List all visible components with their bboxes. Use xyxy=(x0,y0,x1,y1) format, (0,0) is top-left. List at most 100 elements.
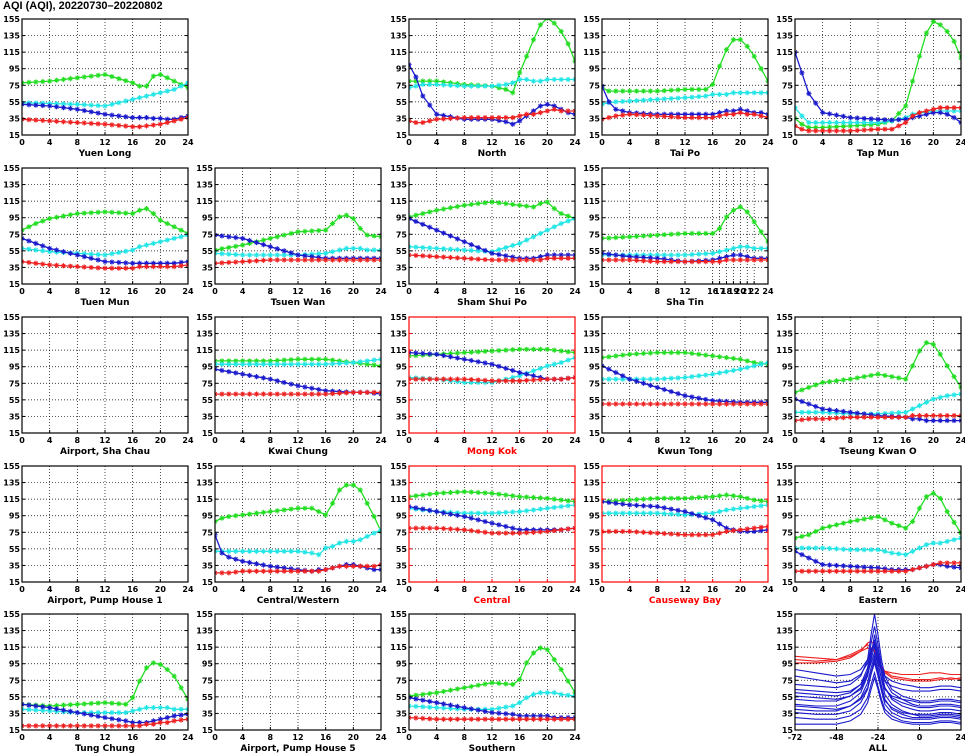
data-point-blue xyxy=(440,112,447,119)
data-point-cyan xyxy=(288,361,294,367)
data-point-blue xyxy=(136,719,143,726)
data-point-red xyxy=(157,719,163,726)
data-point-blue xyxy=(40,102,46,109)
series-line-green xyxy=(602,39,768,92)
series-line-blue xyxy=(795,641,961,689)
data-point-red xyxy=(903,568,909,574)
data-point-green xyxy=(744,209,750,215)
data-point-red xyxy=(875,126,881,132)
data-point-red xyxy=(737,527,743,533)
data-point-cyan xyxy=(551,224,557,230)
series-group xyxy=(215,356,381,397)
data-point-cyan xyxy=(820,545,826,551)
y-tick-label: 35 xyxy=(202,412,214,421)
data-point-red xyxy=(336,390,343,396)
x-tick-label: 20 xyxy=(348,436,360,445)
data-point-green xyxy=(558,210,564,217)
data-point-green xyxy=(447,350,454,357)
data-point-red xyxy=(854,414,860,420)
data-point-cyan xyxy=(95,251,101,258)
x-tick-label: 24 xyxy=(762,138,774,147)
data-point-cyan xyxy=(130,247,136,253)
data-point-blue xyxy=(496,117,502,124)
data-point-cyan xyxy=(944,393,950,399)
data-point-blue xyxy=(675,507,681,513)
data-point-red xyxy=(647,530,654,536)
data-point-green xyxy=(281,232,287,238)
data-point-cyan xyxy=(544,227,550,233)
data-point-red xyxy=(647,401,654,407)
data-point-cyan xyxy=(109,710,115,716)
data-point-cyan xyxy=(675,95,681,101)
data-point-red xyxy=(826,128,833,134)
data-point-blue xyxy=(233,370,239,376)
data-point-blue xyxy=(130,719,136,726)
data-point-blue xyxy=(716,398,723,404)
data-point-green xyxy=(930,341,936,347)
data-point-blue xyxy=(475,359,481,365)
data-point-green xyxy=(136,83,143,89)
data-point-green xyxy=(130,80,136,86)
data-point-red xyxy=(730,111,737,117)
data-point-green xyxy=(219,515,225,521)
data-point-cyan xyxy=(309,550,315,556)
data-point-cyan xyxy=(703,372,709,378)
data-point-blue xyxy=(454,512,461,518)
data-point-red xyxy=(530,529,537,535)
data-point-red xyxy=(267,568,273,574)
data-point-blue xyxy=(461,513,467,520)
data-point-blue xyxy=(744,108,750,114)
series-group xyxy=(22,71,188,130)
data-point-green xyxy=(826,124,833,130)
data-point-red xyxy=(682,115,688,121)
x-tick-label: 20 xyxy=(155,585,167,594)
data-point-red xyxy=(267,391,273,397)
data-point-cyan xyxy=(329,543,336,549)
y-tick-label: 115 xyxy=(3,197,20,206)
data-point-red xyxy=(744,257,750,263)
data-point-green xyxy=(246,511,253,517)
data-point-red xyxy=(806,416,812,422)
data-point-red xyxy=(930,106,936,112)
data-point-blue xyxy=(178,259,184,266)
x-tick-label: 20 xyxy=(542,585,554,594)
data-point-green xyxy=(150,73,157,79)
y-tick-label: 155 xyxy=(390,313,407,322)
data-point-red xyxy=(468,716,474,722)
series-line-blue xyxy=(215,368,381,395)
y-tick-label: 155 xyxy=(196,313,213,322)
data-point-green xyxy=(496,680,502,686)
data-point-cyan xyxy=(654,510,660,516)
series-group xyxy=(215,212,381,266)
data-point-cyan xyxy=(219,251,225,257)
data-point-red xyxy=(847,414,853,420)
series-group xyxy=(409,645,575,722)
data-point-red xyxy=(896,568,902,574)
data-point-red xyxy=(329,565,336,571)
data-point-red xyxy=(95,723,101,729)
data-point-red xyxy=(751,525,757,531)
data-point-green xyxy=(468,201,474,208)
data-point-red xyxy=(81,264,87,270)
data-point-blue xyxy=(696,111,702,117)
data-point-green xyxy=(861,374,867,380)
y-tick-label: 15 xyxy=(396,429,408,438)
x-tick-label: 12 xyxy=(99,733,110,742)
data-point-blue xyxy=(475,517,481,523)
y-tick-label: 95 xyxy=(396,65,408,74)
series-line-blue xyxy=(795,670,961,724)
data-point-red xyxy=(903,119,909,126)
y-tick-label: 55 xyxy=(202,396,214,405)
data-point-cyan xyxy=(558,504,564,510)
data-point-blue xyxy=(703,515,709,521)
data-point-cyan xyxy=(102,103,108,109)
data-point-red xyxy=(95,121,101,127)
x-tick-label: 4 xyxy=(47,733,53,742)
data-point-blue xyxy=(826,111,833,117)
data-point-cyan xyxy=(517,373,523,379)
station-label: Kwun Tong xyxy=(657,447,712,457)
data-point-green xyxy=(530,204,537,210)
data-point-cyan xyxy=(517,700,523,706)
data-point-red xyxy=(565,255,571,261)
